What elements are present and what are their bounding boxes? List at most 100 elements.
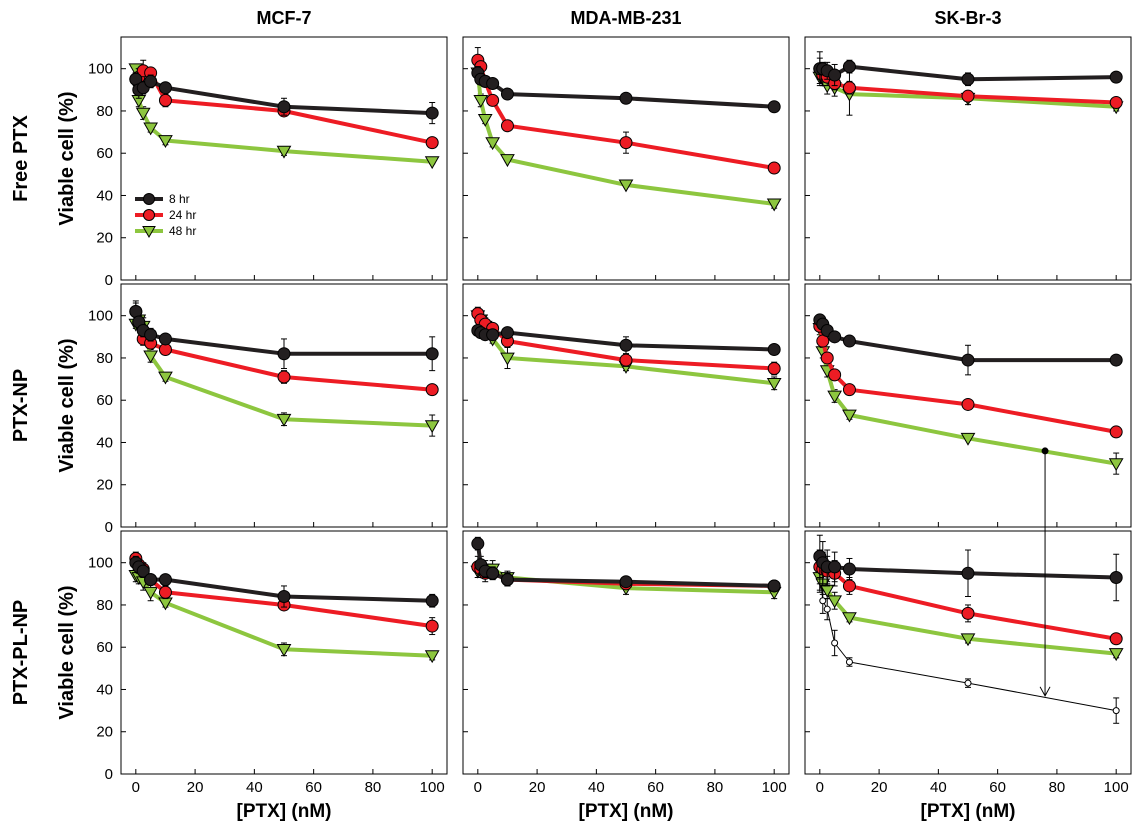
data-point <box>486 328 500 342</box>
x-tick-label: 40 <box>588 779 605 796</box>
data-point <box>828 560 842 574</box>
data-point <box>425 619 439 633</box>
row-title-ptx-np: PTX-NP <box>10 369 32 442</box>
row-title-free-ptx: Free PTX <box>10 114 32 201</box>
data-point <box>135 107 151 121</box>
x-tick-label: 80 <box>1049 779 1066 796</box>
data-point <box>144 74 158 88</box>
series-8-hr <box>813 313 1123 376</box>
column-title-mda-mb-231: MDA-MB-231 <box>570 8 681 28</box>
data-point <box>961 353 975 367</box>
series-8-hr <box>813 57 1123 87</box>
data-point <box>143 350 158 364</box>
data-point <box>767 100 781 114</box>
panel-mcf-7-free-ptx: 0 20 40 60 80 100 8 hr 24 hr 48 hr <box>88 36 448 289</box>
data-point <box>766 198 782 212</box>
series-8-hr <box>471 323 781 357</box>
data-point <box>136 564 150 578</box>
overlay <box>1039 447 1051 697</box>
data-point <box>842 409 857 423</box>
panel-frame <box>462 283 790 528</box>
data-point <box>767 362 781 376</box>
y-axis-label: Viable cell (%) <box>56 585 78 719</box>
series-48-hr <box>128 63 440 170</box>
data-point <box>619 338 633 352</box>
legend-label: 24 hr <box>169 208 196 222</box>
data-point <box>820 351 834 365</box>
data-point <box>277 100 291 114</box>
series-48-hr <box>470 66 782 212</box>
y-tick-label: 40 <box>96 434 113 451</box>
y-tick-label: 100 <box>88 555 113 572</box>
y-tick-label: 100 <box>88 308 113 325</box>
x-tick-label: 40 <box>930 779 947 796</box>
y-tick-label: 0 <box>105 519 113 536</box>
data-point <box>158 135 173 149</box>
data-point <box>1109 353 1123 367</box>
x-tick-label: 20 <box>529 779 546 796</box>
data-point <box>1108 648 1124 662</box>
data-point <box>842 60 856 74</box>
panel-sk-br-3-ptx-pl-np: 0 20 40 60 80 100 [PTX] (nM) <box>804 530 1132 822</box>
data-point <box>158 371 173 385</box>
series-8-hr <box>129 555 439 608</box>
x-tick-label: 20 <box>871 779 888 796</box>
panel-mda-mb-231-ptx-np <box>462 283 790 528</box>
data-point <box>842 334 856 348</box>
data-point <box>277 370 291 384</box>
data-point <box>143 586 158 600</box>
y-tick-label: 20 <box>96 230 113 247</box>
data-point <box>425 106 439 120</box>
data-point <box>961 72 975 86</box>
legend-marker <box>143 193 155 205</box>
data-point <box>424 420 440 434</box>
data-point <box>842 81 856 95</box>
series-8-hr <box>471 536 781 593</box>
arrow-head <box>1039 686 1051 697</box>
data-point <box>144 573 158 587</box>
x-tick-label: 20 <box>187 779 204 796</box>
y-tick-label: 20 <box>96 724 113 741</box>
data-point <box>961 566 975 580</box>
data-point <box>767 579 781 593</box>
x-tick-label: 80 <box>365 779 382 796</box>
data-point <box>842 562 856 576</box>
data-point <box>477 114 493 127</box>
x-tick-label: 80 <box>707 779 724 796</box>
data-point <box>500 154 515 168</box>
data-point <box>424 650 440 664</box>
y-tick-label: 80 <box>96 350 113 367</box>
x-axis-label: [PTX] (nM) <box>921 801 1016 822</box>
data-point <box>425 347 439 361</box>
series-8-hr <box>129 300 439 372</box>
x-axis-label: [PTX] (nM) <box>237 801 332 822</box>
data-point <box>500 352 515 366</box>
y-tick-label: 40 <box>96 681 113 698</box>
y-tick-label: 0 <box>105 766 113 783</box>
data-point <box>619 91 633 105</box>
series-open-circle <box>816 549 1120 724</box>
x-tick-label: 0 <box>474 779 482 796</box>
x-axis-label: [PTX] (nM) <box>579 801 674 822</box>
data-point <box>486 93 500 107</box>
y-tick-label: 100 <box>88 61 113 78</box>
x-tick-label: 60 <box>305 779 322 796</box>
data-point <box>500 87 514 101</box>
x-tick-label: 100 <box>762 779 787 796</box>
series-8-hr <box>813 534 1123 602</box>
data-point <box>425 594 439 608</box>
data-point <box>1109 96 1123 110</box>
data-point <box>276 145 292 159</box>
data-point <box>964 679 972 687</box>
data-point <box>158 573 172 587</box>
series-48-hr <box>128 568 440 664</box>
x-tick-label: 60 <box>989 779 1006 796</box>
data-point <box>1109 570 1123 584</box>
data-point <box>827 595 842 609</box>
data-point <box>424 156 440 170</box>
data-point <box>1112 707 1120 715</box>
panel-frame <box>120 283 448 528</box>
legend-marker <box>142 226 156 239</box>
data-point <box>842 579 856 593</box>
data-point <box>500 573 514 587</box>
